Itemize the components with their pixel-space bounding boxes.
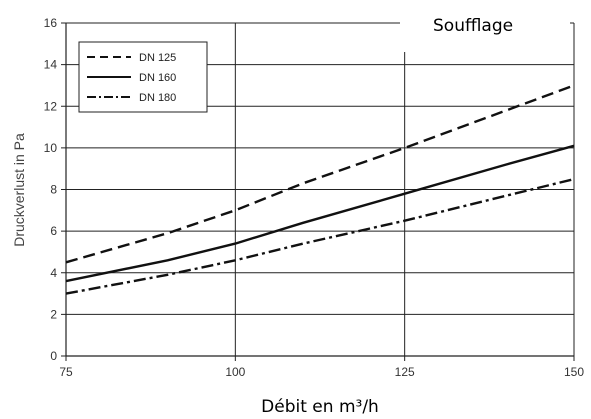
x-tick-labels: 75 100 125 150 [59,365,584,379]
y-tick-label: 14 [44,58,58,72]
x-tick-label: 150 [564,365,584,379]
y-tick-label: 10 [44,141,58,155]
y-axis-label: Druckverlust in Pa [11,133,27,247]
series-line-dn-160 [65,144,575,283]
axes [61,22,575,361]
chart-title: Soufflage [433,16,513,36]
y-tick-label: 8 [50,183,57,197]
legend-label: DN 160 [139,72,176,84]
x-tick-label: 100 [225,365,245,379]
legend: DN 125 DN 160 DN 180 [78,41,208,113]
x-tick-label: 75 [59,365,73,379]
x-axis-label: Débit en m³/h [261,397,379,417]
y-tick-label: 2 [50,307,57,321]
y-tick-labels: 0 2 4 6 8 10 12 14 16 [44,16,58,363]
y-tick-label: 12 [44,99,58,113]
y-tick-label: 0 [50,349,57,363]
y-tick-label: 16 [44,16,58,30]
legend-label: DN 125 [139,52,176,64]
series-lines [65,84,575,295]
x-tick-label: 125 [395,365,415,379]
y-tick-label: 4 [50,266,57,280]
y-tick-label: 6 [50,224,57,238]
title-backdrop [400,6,570,52]
series-line-dn-180 [65,177,575,295]
legend-label: DN 180 [139,92,176,104]
